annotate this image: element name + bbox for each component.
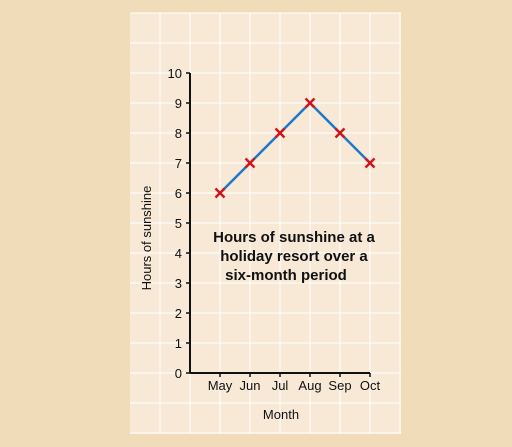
axes: [186, 72, 371, 377]
y-tick-label-6: 6: [175, 186, 182, 201]
x-tick-label-oct: Oct: [360, 378, 381, 393]
y-tick-label-7: 7: [175, 156, 182, 171]
y-tick-label-9: 9: [175, 96, 182, 111]
y-tick-label-4: 4: [175, 246, 182, 261]
x-tick-label-jun: Jun: [240, 378, 261, 393]
data-point-aug: [304, 97, 316, 109]
x-axis-label: Month: [263, 407, 299, 422]
x-tick-label-may: May: [208, 378, 233, 393]
x-tick-label-sep: Sep: [328, 378, 351, 393]
data-point-sep: [334, 127, 346, 139]
y-tick-label-2: 2: [175, 306, 182, 321]
y-tick-label-8: 8: [175, 126, 182, 141]
chart-annotation-line-2: holiday resort over a: [220, 248, 368, 265]
y-tick-label-0: 0: [175, 366, 182, 381]
x-tick-label-jul: Jul: [272, 378, 289, 393]
series-line: [219, 101, 371, 194]
data-point-jul: [274, 127, 286, 139]
series-sunshine: [219, 101, 371, 194]
y-tick-label-5: 5: [175, 216, 182, 231]
y-axis-label: Hours of sunshine: [139, 186, 154, 291]
y-tick-labels: 0 1 2 3 4 5 6 7 8 9 10: [168, 66, 182, 381]
data-markers: [214, 97, 376, 199]
data-point-jun: [244, 157, 256, 169]
y-tick-label-10: 10: [168, 66, 182, 81]
y-tick-label-1: 1: [175, 336, 182, 351]
x-tick-labels: May Jun Jul Aug Sep Oct: [208, 378, 381, 393]
x-tick-label-aug: Aug: [298, 378, 321, 393]
data-point-oct: [364, 157, 376, 169]
chart-annotation-line-1: Hours of sunshine at a: [213, 229, 375, 246]
chart-annotation-line-3: six-month period: [225, 267, 347, 284]
data-point-may: [214, 187, 226, 199]
y-tick-label-3: 3: [175, 276, 182, 291]
